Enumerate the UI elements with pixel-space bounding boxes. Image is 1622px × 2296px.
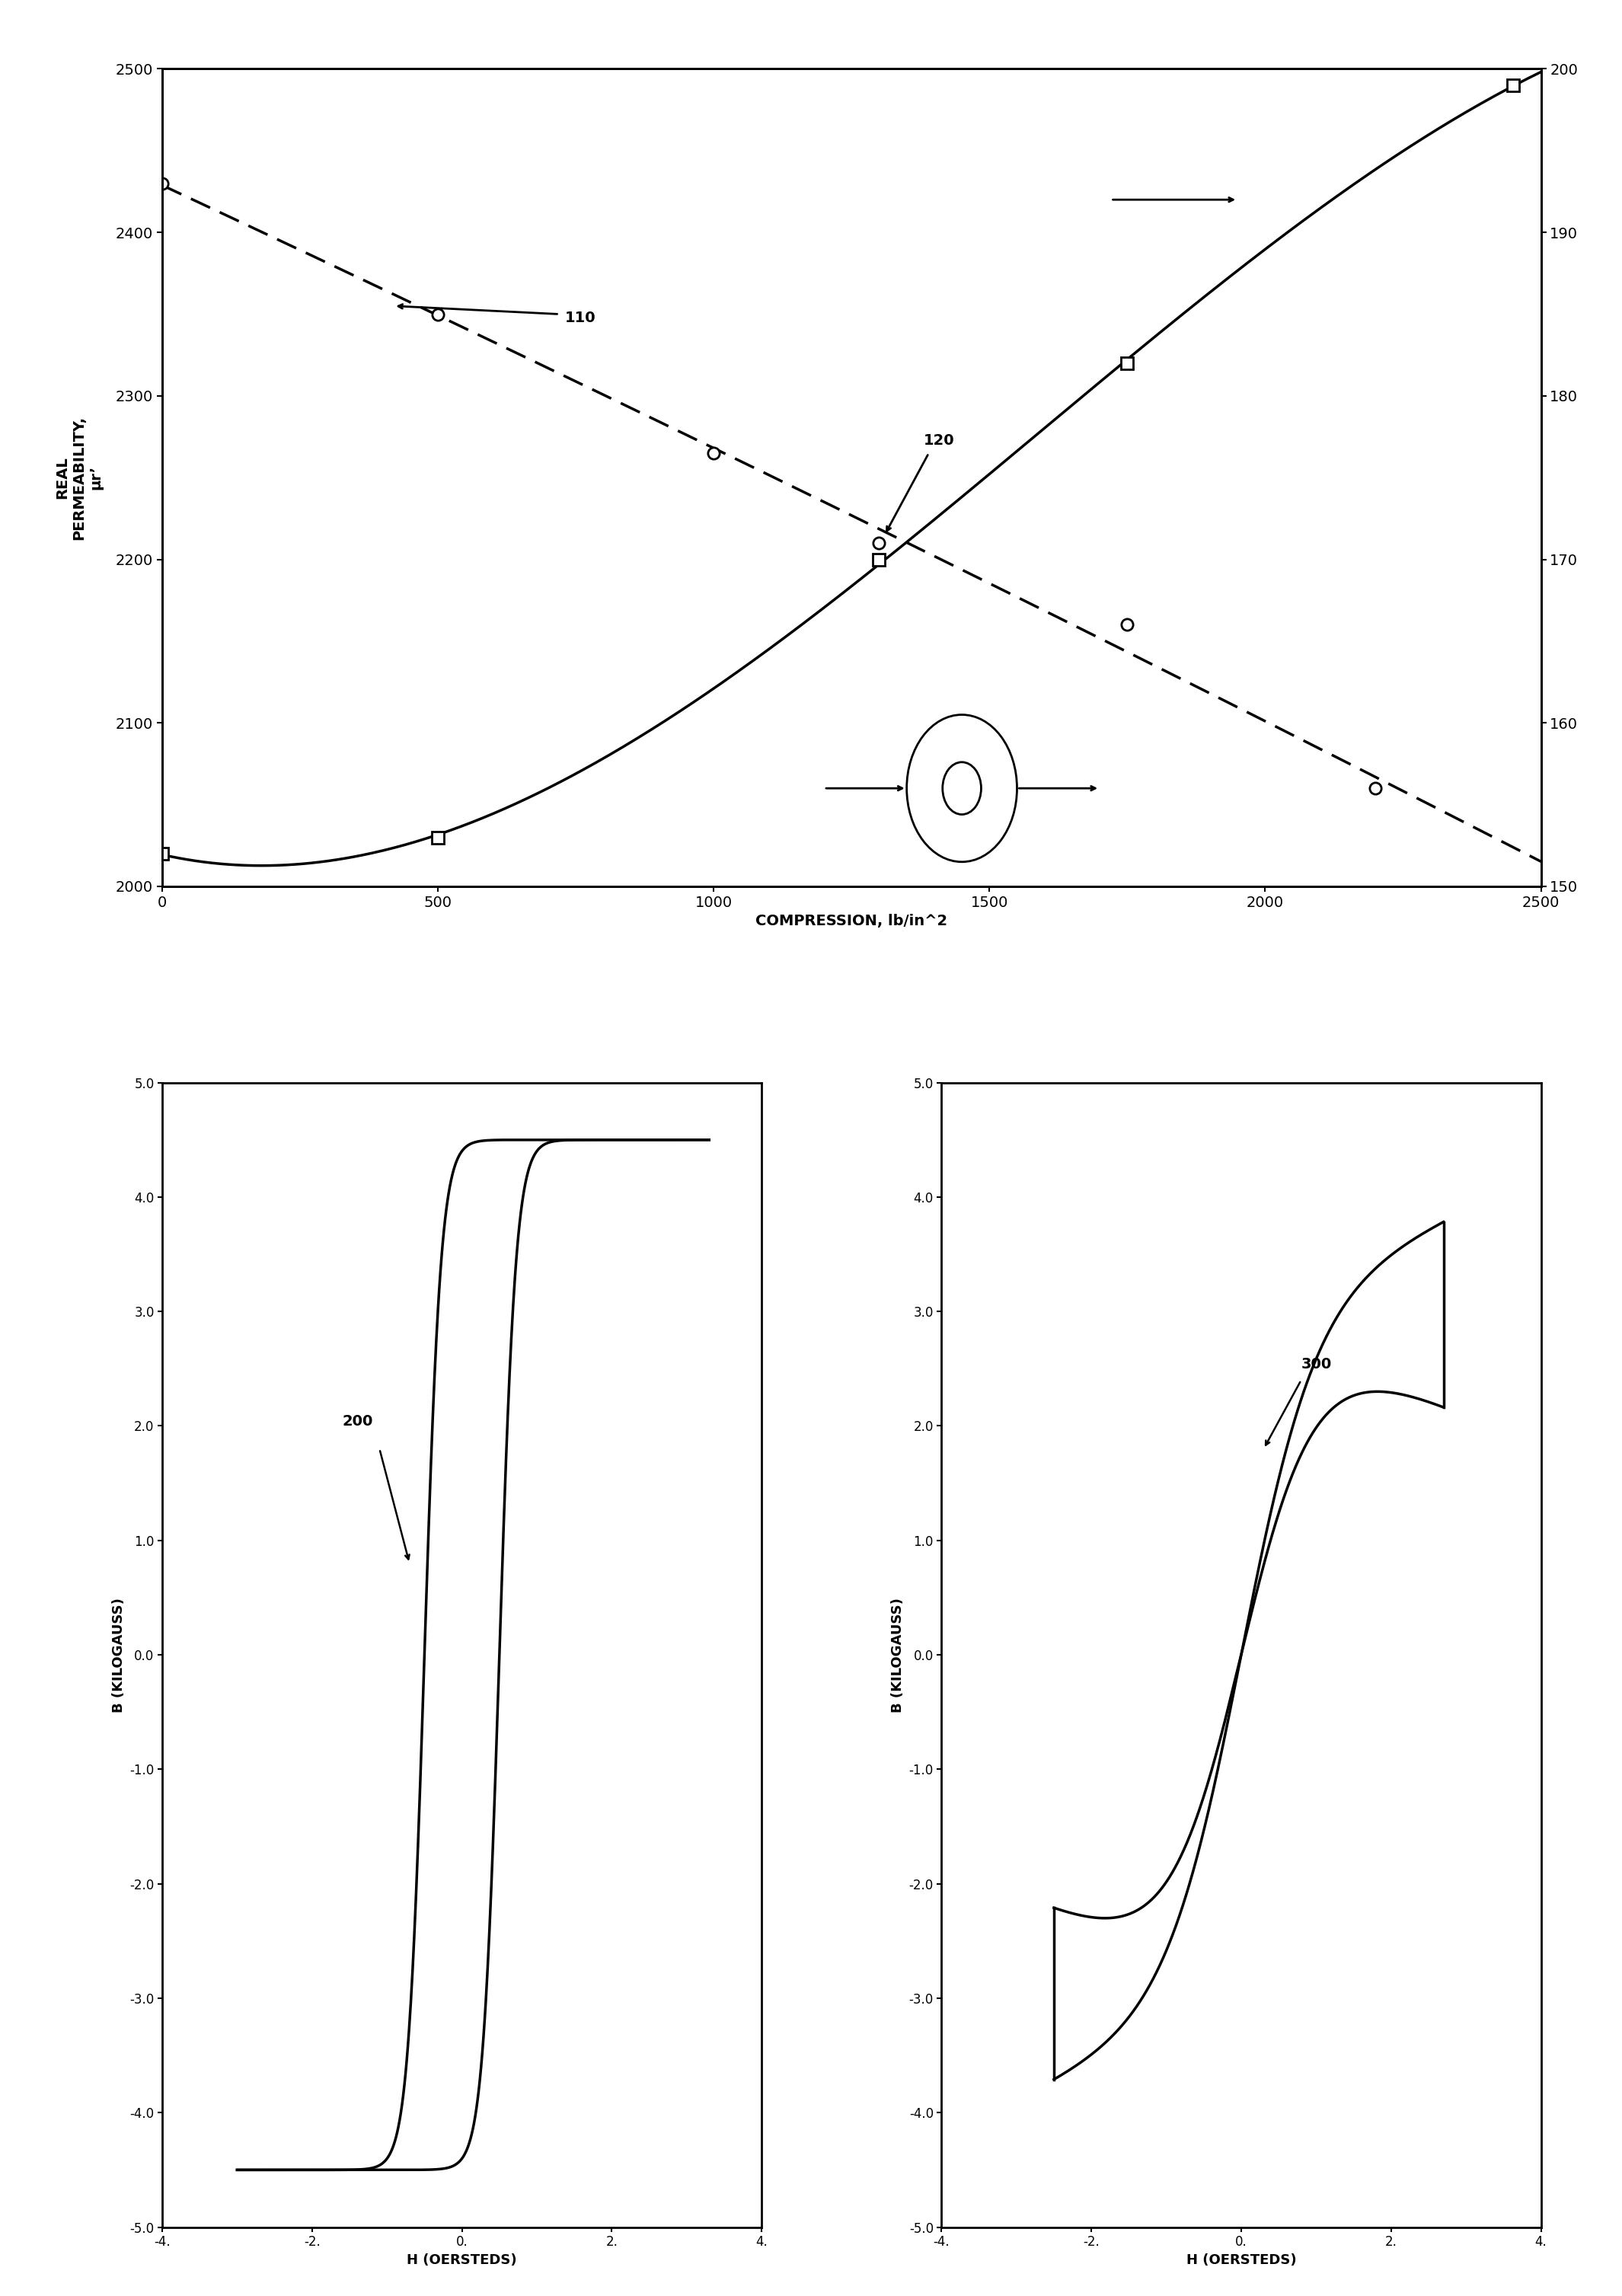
X-axis label: H (OERSTEDS): H (OERSTEDS) — [1186, 2252, 1296, 2266]
Text: 200: 200 — [342, 1414, 373, 1428]
Text: 120: 120 — [923, 434, 954, 448]
Text: 300: 300 — [1301, 1357, 1332, 1371]
X-axis label: COMPRESSION, lb/in^2: COMPRESSION, lb/in^2 — [756, 914, 947, 928]
Y-axis label: B (KILOGAUSS): B (KILOGAUSS) — [112, 1598, 125, 1713]
Y-axis label: REAL
PERMEABILITY,
μr’: REAL PERMEABILITY, μr’ — [55, 416, 102, 540]
X-axis label: H (OERSTEDS): H (OERSTEDS) — [407, 2252, 517, 2266]
Text: 110: 110 — [564, 310, 595, 326]
Y-axis label: B (KILOGAUSS): B (KILOGAUSS) — [890, 1598, 905, 1713]
